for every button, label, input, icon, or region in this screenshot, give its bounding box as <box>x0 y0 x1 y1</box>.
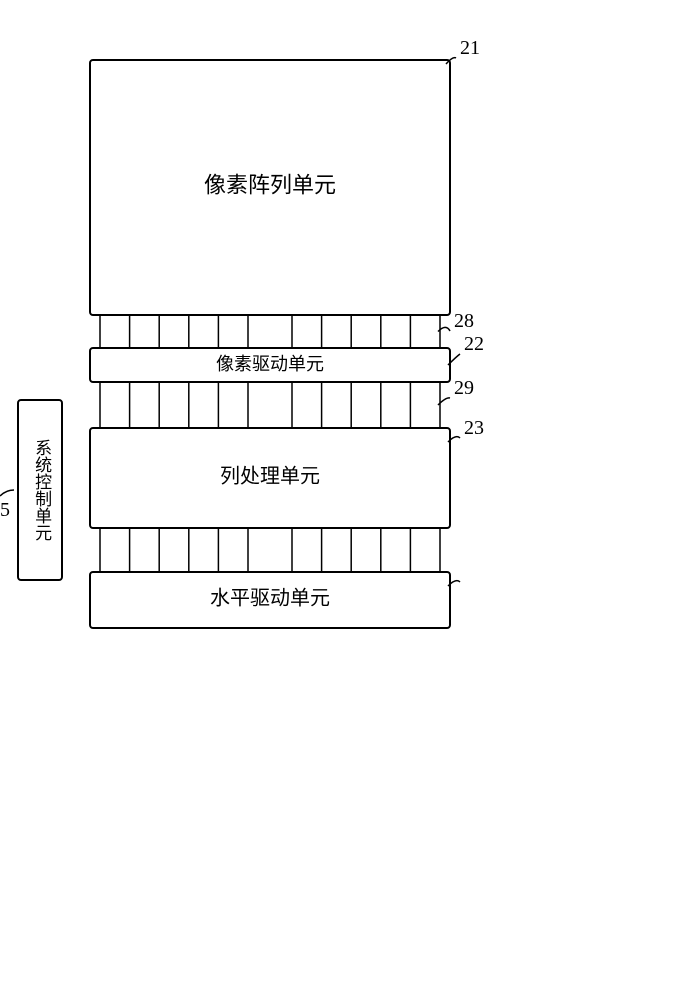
svg-text:29: 29 <box>454 377 474 399</box>
svg-text:列处理单元: 列处理单元 <box>220 465 320 488</box>
svg-text:21: 21 <box>460 37 480 59</box>
svg-text:系统控制单元: 系统控制单元 <box>32 439 52 541</box>
svg-text:22: 22 <box>464 333 484 355</box>
svg-text:像素驱动单元: 像素驱动单元 <box>216 354 324 374</box>
svg-text:23: 23 <box>464 417 484 439</box>
svg-text:28: 28 <box>454 310 474 332</box>
svg-text:25: 25 <box>0 499 10 521</box>
svg-text:水平驱动单元: 水平驱动单元 <box>210 587 330 610</box>
svg-text:像素阵列单元: 像素阵列单元 <box>204 173 336 198</box>
